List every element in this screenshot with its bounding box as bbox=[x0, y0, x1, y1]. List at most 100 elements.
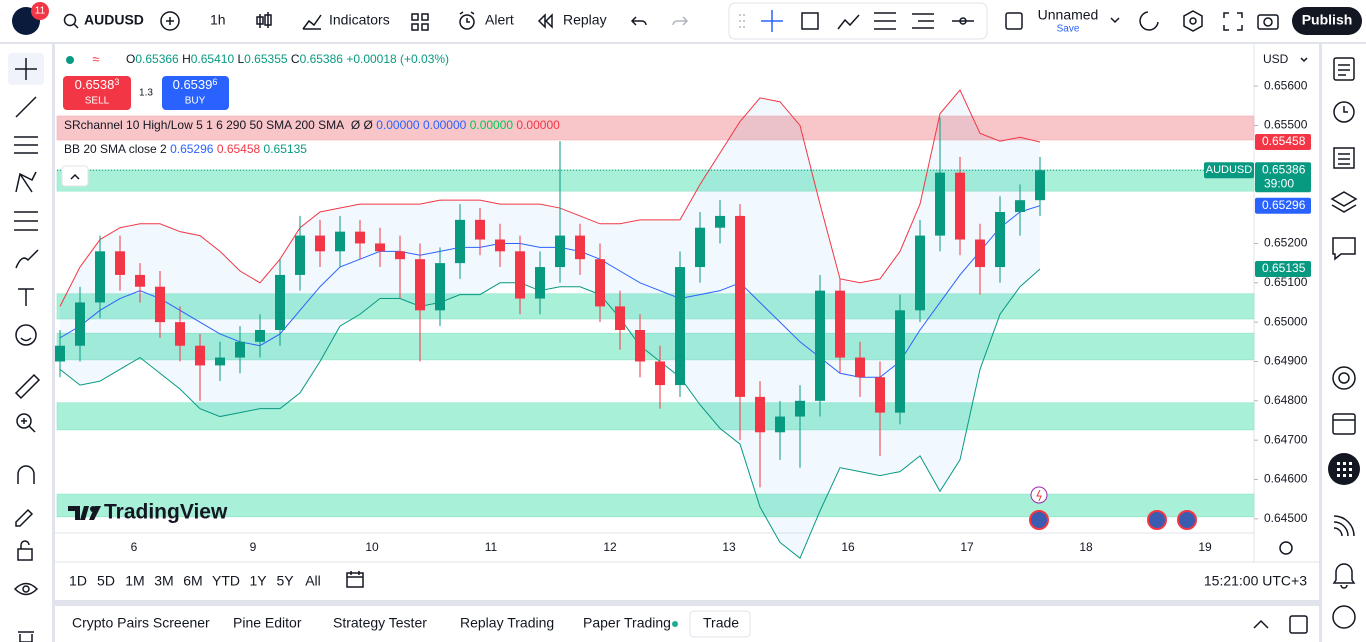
tab[interactable]: Trade bbox=[703, 615, 739, 631]
period-button[interactable]: 6M bbox=[183, 573, 202, 589]
chat-icon[interactable] bbox=[1332, 237, 1356, 261]
period-button[interactable]: 1D bbox=[69, 573, 87, 589]
brush-tool[interactable] bbox=[15, 249, 39, 269]
period-button[interactable]: 3M bbox=[154, 573, 173, 589]
datawindow-icon[interactable] bbox=[1333, 147, 1355, 169]
ruler-tool[interactable] bbox=[14, 373, 41, 400]
date-range-icon[interactable] bbox=[346, 571, 364, 588]
tab[interactable]: Crypto Pairs Screener bbox=[72, 615, 210, 631]
snapshot-icon[interactable] bbox=[1257, 14, 1279, 30]
fib-tool[interactable] bbox=[14, 136, 38, 154]
watchlist-icon[interactable] bbox=[1333, 57, 1355, 81]
pattern-tool[interactable] bbox=[15, 171, 37, 193]
period-button[interactable]: 5Y bbox=[276, 573, 294, 589]
rect-icon[interactable] bbox=[801, 12, 819, 30]
period-button[interactable]: All bbox=[305, 573, 321, 589]
indicators[interactable]: Indicators bbox=[329, 12, 390, 28]
alert[interactable]: Alert bbox=[485, 12, 514, 28]
undo-icon[interactable] bbox=[630, 16, 647, 26]
layout-menu[interactable] bbox=[1110, 17, 1120, 24]
pitchfork-icon[interactable] bbox=[912, 13, 934, 29]
tab[interactable]: Paper Trading bbox=[583, 615, 671, 631]
layers-icon[interactable] bbox=[1330, 191, 1358, 213]
symbol[interactable]: AUDUSD bbox=[84, 12, 144, 28]
replay-icon[interactable] bbox=[537, 13, 553, 29]
candle-body bbox=[635, 330, 645, 362]
last-price-label bbox=[1255, 162, 1311, 193]
tabs: Crypto Pairs Screener Pine Editor Strategy… bbox=[72, 610, 751, 638]
text-tool[interactable] bbox=[18, 288, 34, 306]
forecast-tool[interactable] bbox=[14, 211, 38, 231]
collapse-panel[interactable] bbox=[1253, 619, 1269, 629]
help-icon[interactable] bbox=[1332, 605, 1356, 629]
buy-label[interactable]: BUY bbox=[185, 96, 206, 107]
sr-zone bbox=[56, 169, 1255, 192]
candle-body bbox=[195, 345, 205, 366]
crosshair-icon[interactable] bbox=[761, 10, 783, 32]
hide-tool[interactable] bbox=[13, 582, 39, 596]
period-button[interactable]: 1M bbox=[125, 573, 144, 589]
symbol-tag bbox=[1204, 162, 1254, 179]
currency[interactable]: USD bbox=[1263, 52, 1289, 66]
trash-tool[interactable] bbox=[18, 631, 34, 642]
publish-button[interactable] bbox=[1292, 7, 1362, 35]
event-icon[interactable] bbox=[1030, 486, 1048, 504]
buy-price[interactable]: 0.65396 bbox=[173, 77, 218, 92]
tab[interactable]: Replay Trading bbox=[460, 615, 554, 631]
emoji-tool[interactable] bbox=[15, 324, 37, 346]
sell-label[interactable]: SELL bbox=[85, 96, 110, 107]
bb-middle-label-text: 0.65296 bbox=[1262, 198, 1306, 212]
publish[interactable]: Publish bbox=[1302, 12, 1353, 28]
chart-type-icon[interactable] bbox=[256, 12, 272, 28]
search-icon[interactable] bbox=[63, 13, 77, 27]
crosshair-tool[interactable] bbox=[15, 58, 37, 80]
period-button[interactable]: 5D bbox=[97, 573, 115, 589]
magnet-tool[interactable] bbox=[17, 465, 35, 484]
currency-menu[interactable] bbox=[1300, 57, 1308, 63]
replay[interactable]: Replay bbox=[563, 12, 607, 28]
layouts-icon[interactable] bbox=[411, 13, 429, 31]
fib-icon[interactable] bbox=[874, 12, 896, 30]
alert-icon[interactable] bbox=[459, 14, 475, 30]
target-icon[interactable] bbox=[1332, 366, 1356, 390]
watchlist-icon bbox=[1338, 64, 1350, 76]
hide-tool bbox=[22, 585, 30, 593]
us-event[interactable] bbox=[1029, 510, 1049, 530]
tab[interactable]: Strategy Tester bbox=[333, 615, 427, 631]
period-button[interactable]: YTD bbox=[212, 573, 240, 589]
calendar-icon[interactable] bbox=[1332, 413, 1356, 435]
path-icon[interactable] bbox=[837, 14, 860, 30]
bb-upper-label bbox=[1255, 133, 1311, 150]
lock-tool[interactable] bbox=[17, 548, 33, 561]
compare-icon[interactable] bbox=[160, 11, 180, 31]
us-event[interactable] bbox=[1147, 510, 1167, 530]
us-event[interactable] bbox=[1177, 510, 1197, 530]
save[interactable]: Save bbox=[1057, 24, 1080, 35]
lock-tool bbox=[20, 540, 30, 549]
notifications-icon[interactable] bbox=[1332, 563, 1356, 589]
maximize-panel[interactable] bbox=[1289, 615, 1308, 634]
candle-body bbox=[695, 227, 705, 268]
zoom-tool[interactable] bbox=[16, 413, 32, 429]
period-button[interactable]: 1Y bbox=[249, 573, 267, 589]
axis-settings[interactable] bbox=[1279, 541, 1293, 555]
x-tick-label: 12 bbox=[603, 540, 617, 554]
sell-price[interactable]: 0.65383 bbox=[75, 77, 120, 92]
trendline-tool[interactable] bbox=[15, 96, 37, 118]
alerts-icon[interactable] bbox=[1333, 101, 1355, 123]
watermark-logo bbox=[68, 506, 89, 520]
candle-body bbox=[415, 259, 425, 311]
candle-body bbox=[295, 235, 305, 275]
stream-icon[interactable] bbox=[1333, 515, 1355, 537]
quick-search[interactable] bbox=[1139, 11, 1159, 31]
layout-name[interactable]: Unnamed bbox=[1038, 7, 1099, 23]
interval[interactable]: 1h bbox=[210, 12, 226, 28]
buy-button[interactable] bbox=[162, 76, 229, 110]
indicators-icon[interactable] bbox=[302, 14, 322, 30]
fullscreen-icon[interactable] bbox=[1223, 12, 1243, 31]
sell-button[interactable] bbox=[63, 76, 131, 110]
draw-mode-tool[interactable] bbox=[15, 508, 34, 527]
tab[interactable]: Pine Editor bbox=[233, 615, 302, 631]
settings-icon[interactable] bbox=[1183, 10, 1203, 32]
layout-icon[interactable] bbox=[1005, 12, 1023, 30]
